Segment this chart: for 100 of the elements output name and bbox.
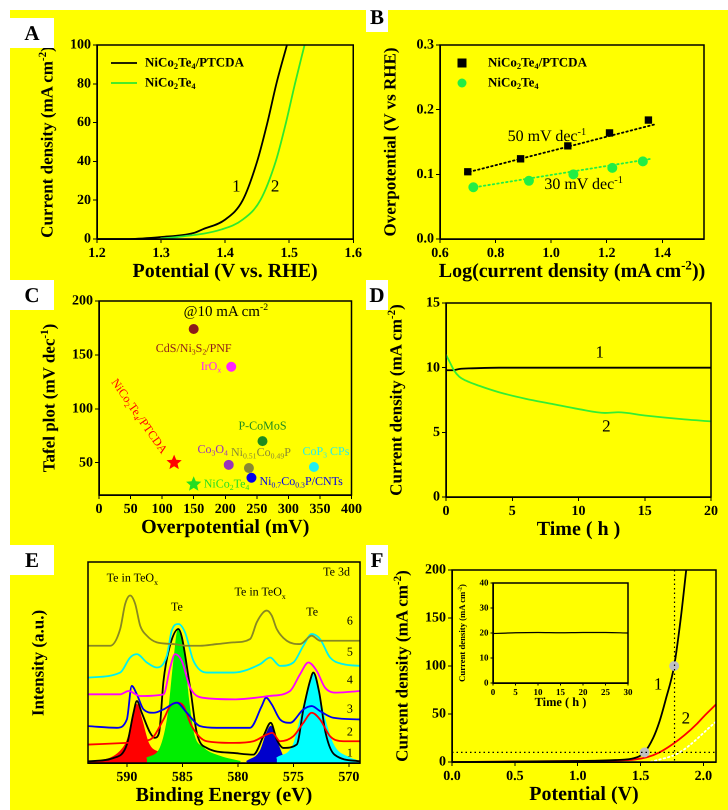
y-tick-label: 40 [480, 577, 490, 588]
text: D [366, 280, 388, 310]
text: Te in TeO$_{x}$ [106, 570, 158, 586]
x-tick-label: 100 [152, 502, 173, 518]
annotation: 2 [602, 416, 611, 436]
y-axis-title: Intensity (a.u.) [28, 609, 48, 716]
y-tick-label: 60 [77, 115, 91, 130]
x-tick-label: 150 [183, 502, 204, 518]
y-tick-label: 50 [79, 455, 93, 470]
y-tick-label: 0.2 [416, 102, 434, 118]
annotation: 50 mV dec$^{-1}$ [508, 126, 586, 146]
y-tick-label: 100 [70, 38, 91, 53]
x-tick-label: 570 [338, 770, 360, 786]
y-tick-label: 80 [77, 76, 91, 92]
x-axis-title: Potential (V) [529, 783, 639, 805]
x-tick-label: 10 [572, 504, 586, 520]
x-tick-label: 5 [513, 687, 518, 698]
x-tick-label: 15 [638, 504, 652, 520]
y-tick-label: 10 [480, 652, 490, 662]
x-tick-label: 300 [278, 502, 299, 518]
y-tick-label: 10 [426, 360, 440, 376]
x-tick-label: 10 [534, 687, 543, 698]
annotation: 1 [595, 343, 604, 363]
y-tick-label: 100 [425, 658, 446, 674]
x-axis-title: Potential (V vs. RHE) [132, 260, 318, 282]
x-tick-label: 20 [704, 504, 718, 520]
y-tick-label: 150 [425, 610, 446, 626]
text: B [366, 2, 388, 32]
x-tick-label: 580 [227, 770, 248, 786]
y-tick-label: 20 [480, 627, 490, 638]
annotation: 1 [232, 176, 241, 196]
x-tick-label: 575 [282, 770, 304, 786]
x-tick-label: 250 [246, 502, 268, 518]
x-tick-label: 50 [124, 502, 138, 518]
x-tick-label: 400 [341, 502, 362, 518]
annotation: 5 [346, 644, 353, 659]
x-tick-label: 1.2 [88, 246, 106, 262]
point [186, 476, 202, 491]
x-tick-label: 25 [601, 687, 610, 698]
y-tick-label: 40 [77, 154, 91, 170]
annotation: 2 [682, 708, 690, 728]
y-tick-label: 0.0 [416, 232, 434, 247]
x-axis-title: Time ( h ) [536, 518, 620, 540]
annotation: 30 mV dec$^{-1}$ [544, 174, 623, 194]
x-tick-label: 590 [116, 770, 138, 786]
y-tick-label: 20 [77, 192, 91, 208]
x-tick-label: 0 [96, 502, 102, 518]
annotation: 1 [346, 744, 353, 760]
text: F [366, 545, 388, 575]
point [644, 116, 652, 124]
y-tick-label: 0 [433, 490, 440, 505]
point [188, 324, 199, 334]
y-tick-label: 150 [72, 348, 93, 362]
y-tick-label: 0.1 [416, 166, 434, 182]
x-axis-title: Overpotential (mV) [141, 516, 310, 538]
x-tick-label: 0.5 [506, 769, 524, 784]
x-tick-label: 20 [578, 687, 588, 698]
y-tick-label: 200 [72, 294, 93, 309]
point [166, 454, 182, 470]
y-tick-label: 100 [72, 401, 93, 416]
x-tick-label: 30 [624, 687, 633, 698]
x-tick-label: 1.0 [568, 769, 586, 784]
y-axis-title: Overpotential (V vs RHE) [380, 47, 400, 237]
x-tick-label: 1.5 [632, 769, 650, 784]
point [224, 460, 234, 470]
series-label: P-CoMoS [238, 418, 287, 432]
annotation: 2 [346, 724, 353, 738]
x-tick-label: 0 [490, 687, 496, 698]
text: A [10, 18, 54, 48]
text: C [10, 280, 54, 310]
point [246, 472, 256, 483]
annotation: Te in TeO$_{x}$ [234, 584, 286, 600]
annotation: 6 [346, 613, 353, 628]
y-tick-label: 200 [425, 562, 446, 578]
annotation: @10 mA cm$^{-2}$ [184, 302, 268, 320]
point [244, 463, 254, 474]
x-tick-label: 200 [214, 502, 236, 518]
x-tick-label: 350 [309, 502, 330, 518]
x-tick-label: 585 [172, 770, 193, 786]
point [226, 362, 236, 372]
x-tick-label: 1.4 [216, 246, 234, 262]
x-axis-title: Time ( h ) [534, 695, 586, 710]
y-tick-label: 5 [433, 424, 440, 440]
point [257, 436, 268, 446]
x-tick-label: 1.3 [152, 246, 170, 262]
x-tick-label: 5 [508, 504, 516, 520]
y-tick-label: 50 [432, 706, 446, 722]
x-axis-title: Binding Energy (eV) [136, 784, 312, 806]
text: Te 3d [323, 564, 350, 580]
annotation: 1 [654, 674, 662, 695]
x-tick-label: 2.0 [694, 769, 712, 784]
point [308, 462, 319, 472]
x-tick-label: 15 [556, 687, 566, 698]
x-tick-label: 0.0 [443, 769, 461, 784]
annotation: 2 [270, 176, 280, 196]
y-tick-label: 0.3 [416, 38, 434, 53]
y-tick-label: 15 [426, 296, 440, 311]
y-tick-label: 30 [480, 602, 490, 612]
annotation: 4 [346, 672, 353, 686]
y-tick-label: 0 [439, 754, 446, 770]
